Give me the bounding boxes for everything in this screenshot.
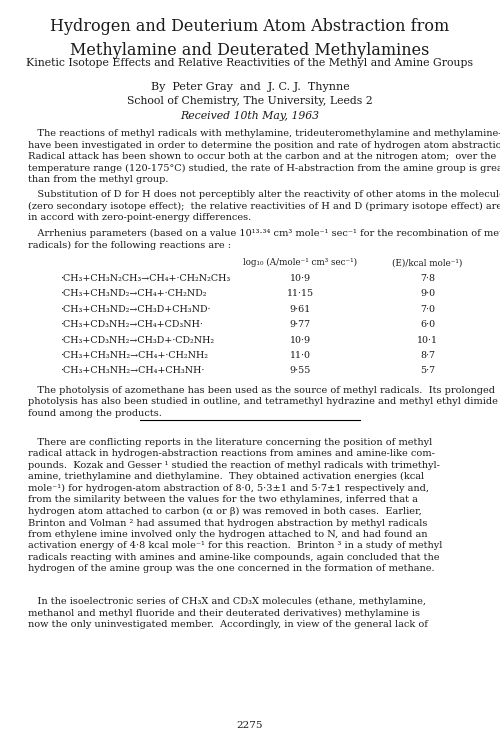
Text: ·CH₃+CD₃NH₂→CH₃D+·CD₂NH₂: ·CH₃+CD₃NH₂→CH₃D+·CD₂NH₂ (60, 336, 214, 344)
Text: Kinetic Isotope Effects and Relative Reactivities of the Methyl and Amine Groups: Kinetic Isotope Effects and Relative Rea… (26, 58, 473, 69)
Text: By  Peter Gray  and  J. C. J.  Thynne: By Peter Gray and J. C. J. Thynne (150, 82, 350, 92)
Text: 10·1: 10·1 (417, 336, 438, 344)
Text: The reactions of methyl radicals with methylamine, trideuteromethylamine and met: The reactions of methyl radicals with me… (28, 129, 500, 184)
Text: Methylamine and Deuterated Methylamines: Methylamine and Deuterated Methylamines (70, 42, 430, 59)
Text: (E)/kcal mole⁻¹): (E)/kcal mole⁻¹) (392, 258, 462, 267)
Text: log₁₀ (A/mole⁻¹ cm³ sec⁻¹): log₁₀ (A/mole⁻¹ cm³ sec⁻¹) (243, 258, 357, 267)
Text: 9·55: 9·55 (290, 366, 310, 375)
Text: 9·77: 9·77 (290, 320, 310, 329)
Text: 7·0: 7·0 (420, 305, 435, 314)
Text: 11·0: 11·0 (290, 351, 310, 360)
Text: 6·0: 6·0 (420, 320, 435, 329)
Text: ·CH₃+CH₃NH₂→CH₄+CH₃NH·: ·CH₃+CH₃NH₂→CH₄+CH₃NH· (60, 366, 204, 375)
Text: ·CH₃+CH₃NH₂→CH₄+·CH₂NH₂: ·CH₃+CH₃NH₂→CH₄+·CH₂NH₂ (60, 351, 208, 360)
Text: Hydrogen and Deuterium Atom Abstraction from: Hydrogen and Deuterium Atom Abstraction … (50, 18, 450, 35)
Text: 9·0: 9·0 (420, 289, 435, 298)
Text: Substitution of D for H does not perceptibly alter the reactivity of other atoms: Substitution of D for H does not percept… (28, 190, 500, 222)
Text: Arrhenius parameters (based on a value 10¹³·³⁴ cm³ mole⁻¹ sec⁻¹ for the recombin: Arrhenius parameters (based on a value 1… (28, 229, 500, 249)
Text: 9·61: 9·61 (290, 305, 310, 314)
Text: ·CH₃+CH₃ND₂→CH₄+·CH₂ND₂: ·CH₃+CH₃ND₂→CH₄+·CH₂ND₂ (60, 289, 206, 298)
Text: 11·15: 11·15 (286, 289, 314, 298)
Text: School of Chemistry, The University, Leeds 2: School of Chemistry, The University, Lee… (127, 96, 373, 107)
Text: Received 10th May, 1963: Received 10th May, 1963 (180, 111, 320, 121)
Text: 10·9: 10·9 (290, 274, 310, 283)
Text: 7·8: 7·8 (420, 274, 435, 283)
Text: 10·9: 10·9 (290, 336, 310, 344)
Text: 2275: 2275 (237, 721, 263, 730)
Text: 8·7: 8·7 (420, 351, 435, 360)
Text: 5·7: 5·7 (420, 366, 435, 375)
Text: In the isoelectronic series of CH₃X and CD₃X molecules (ethane, methylamine,
met: In the isoelectronic series of CH₃X and … (28, 597, 427, 629)
Text: ·CH₃+CD₃NH₂→CH₄+CD₃NH·: ·CH₃+CD₃NH₂→CH₄+CD₃NH· (60, 320, 203, 329)
Text: ·CH₃+CH₃ND₂→CH₃D+CH₃ND·: ·CH₃+CH₃ND₂→CH₃D+CH₃ND· (60, 305, 210, 314)
Text: The photolysis of azomethane has been used as the source of methyl radicals.  It: The photolysis of azomethane has been us… (28, 386, 498, 418)
Text: There are conflicting reports in the literature concerning the position of methy: There are conflicting reports in the lit… (28, 438, 442, 573)
Text: ·CH₃+CH₃N₂CH₃→CH₄+·CH₂N₂CH₃: ·CH₃+CH₃N₂CH₃→CH₄+·CH₂N₂CH₃ (60, 274, 230, 283)
